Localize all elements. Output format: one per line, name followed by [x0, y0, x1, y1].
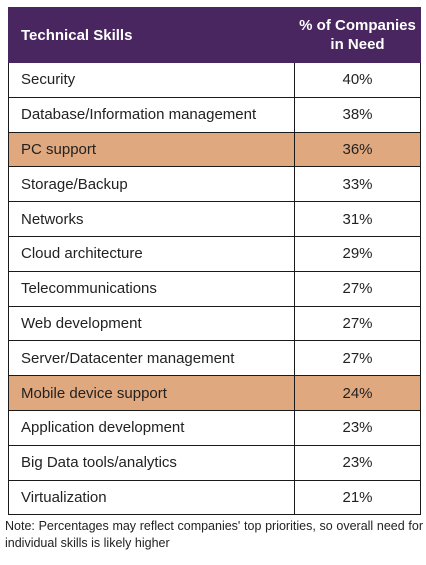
- percent-cell: 27%: [294, 305, 421, 342]
- table-row: Web development 27%: [8, 305, 421, 342]
- percent-cell: 29%: [294, 235, 421, 272]
- skill-cell: Networks: [8, 201, 295, 237]
- skill-cell: Mobile device support: [8, 375, 295, 411]
- table-row: Mobile device support 24%: [8, 375, 421, 411]
- table-row: Database/Information management 38%: [8, 96, 421, 133]
- percent-cell: 23%: [294, 444, 421, 481]
- table-row: Big Data tools/analytics 23%: [8, 444, 421, 481]
- table-row: Telecommunications 27%: [8, 270, 421, 307]
- percent-cell: 27%: [294, 340, 421, 377]
- table-body: Security 40% Database/Information manageme…: [8, 62, 421, 516]
- table-row: Server/Datacenter management 27%: [8, 340, 421, 377]
- table-row: Application development 23%: [8, 409, 421, 446]
- skills-table-container: Technical Skills % of Companies in Need …: [8, 7, 421, 516]
- percent-cell: 21%: [294, 479, 421, 516]
- skill-cell: Virtualization: [8, 479, 295, 516]
- skill-cell: PC support: [8, 131, 295, 168]
- table-row: Security 40%: [8, 62, 421, 98]
- skill-cell: Server/Datacenter management: [8, 340, 295, 377]
- percent-cell: 23%: [294, 409, 421, 446]
- percent-cell: 40%: [294, 62, 421, 98]
- table-row: Virtualization 21%: [8, 479, 421, 516]
- skills-table: Technical Skills % of Companies in Need …: [8, 7, 421, 516]
- header-row: Technical Skills % of Companies in Need: [8, 7, 421, 63]
- header-percent-companies: % of Companies in Need: [294, 7, 421, 63]
- percent-cell: 27%: [294, 270, 421, 307]
- skill-cell: Big Data tools/analytics: [8, 444, 295, 481]
- skill-cell: Database/Information management: [8, 96, 295, 133]
- table-row: PC support 36%: [8, 131, 421, 168]
- skill-cell: Storage/Backup: [8, 166, 295, 203]
- skill-cell: Telecommunications: [8, 270, 295, 307]
- footnote: Note: Percentages may reflect companies'…: [5, 519, 423, 550]
- skill-cell: Web development: [8, 305, 295, 342]
- percent-cell: 33%: [294, 166, 421, 203]
- percent-cell: 31%: [294, 201, 421, 237]
- percent-cell: 38%: [294, 96, 421, 133]
- table-row: Storage/Backup 33%: [8, 166, 421, 203]
- skill-cell: Application development: [8, 409, 295, 446]
- header-percent-line1: % of Companies: [299, 17, 416, 34]
- table-row: Networks 31%: [8, 201, 421, 237]
- table-row: Cloud architecture 29%: [8, 235, 421, 272]
- percent-cell: 36%: [294, 131, 421, 168]
- skill-cell: Security: [8, 62, 295, 98]
- skill-cell: Cloud architecture: [8, 235, 295, 272]
- percent-cell: 24%: [294, 375, 421, 411]
- header-percent-line2: in Need: [330, 36, 385, 53]
- header-technical-skills: Technical Skills: [8, 7, 295, 63]
